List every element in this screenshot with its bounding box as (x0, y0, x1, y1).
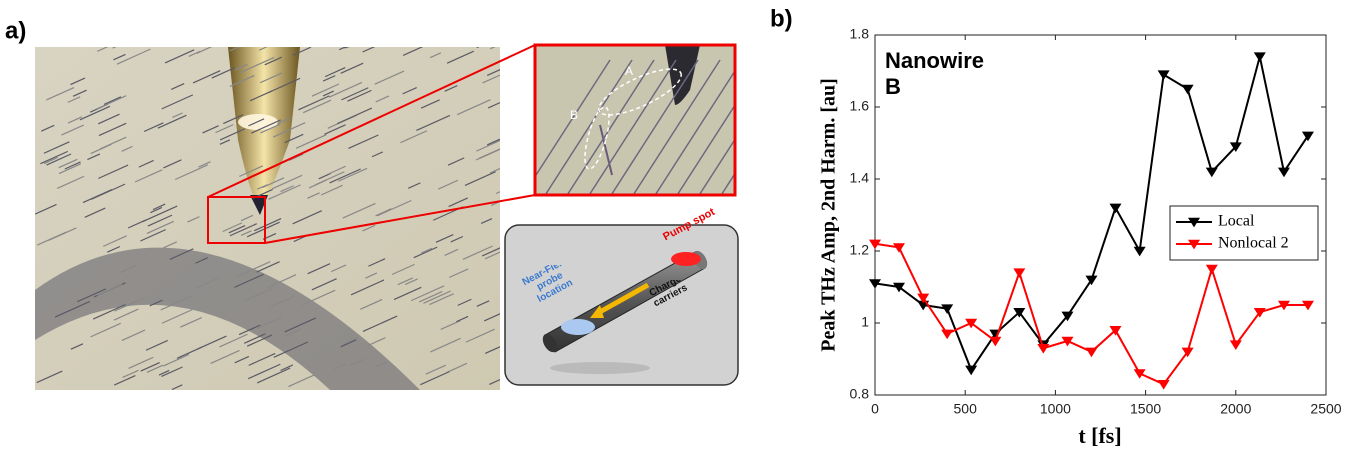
microscope-image (35, 34, 530, 390)
x-tick-label: 1500 (1130, 401, 1161, 417)
legend-label: Nonlocal 2 (1218, 235, 1289, 252)
nanowire-dash (477, 40, 495, 48)
legend-label: Local (1218, 213, 1255, 230)
carrier-label: Charge carriers (638, 280, 698, 315)
figure: a) A B Pump spot Near-Field probe locati… (0, 0, 1351, 455)
nanowire-dash (344, 38, 366, 48)
nanowire-dash (346, 41, 361, 48)
inset-label: B (570, 108, 578, 122)
y-tick-label: 0.8 (850, 386, 870, 402)
x-tick-label: 500 (954, 401, 978, 417)
pump-spot (671, 252, 701, 266)
panel-label: a) (5, 17, 26, 44)
y-tick-label: 1.6 (850, 98, 870, 114)
carrier-label-box: Charge carriers (638, 280, 698, 320)
title-box: Nanowire B (885, 48, 1015, 118)
inset-image (520, 45, 896, 200)
panel-label: b) (770, 5, 793, 32)
chart-title: Nanowire B (885, 48, 995, 100)
nanowire-dash (740, 60, 830, 200)
x-axis-label: t [fs] (1078, 423, 1121, 448)
probe-label: Near-Field probe location (520, 265, 580, 310)
x-tick-label: 2500 (1310, 401, 1341, 417)
nanowire-dash (113, 34, 144, 48)
y-tick-label: 1 (861, 314, 869, 330)
y-axis-label: Peak THz Amp, 2nd Harm. [au] (818, 78, 840, 352)
x-tick-label: 1000 (1040, 401, 1071, 417)
x-tick-label: 2000 (1220, 401, 1251, 417)
x-tick-label: 0 (871, 401, 879, 417)
nanowire-dash (496, 178, 530, 193)
y-tick-label: 1.4 (850, 170, 870, 186)
y-tick-label: 1.8 (850, 26, 870, 42)
inset-label: A (625, 64, 633, 78)
y-tick-label: 1.2 (850, 242, 870, 258)
probe-label-box: Near-Field probe location (520, 265, 580, 317)
probe-spot (561, 319, 595, 335)
page: a) A B Pump spot Near-Field probe locati… (0, 0, 1351, 455)
